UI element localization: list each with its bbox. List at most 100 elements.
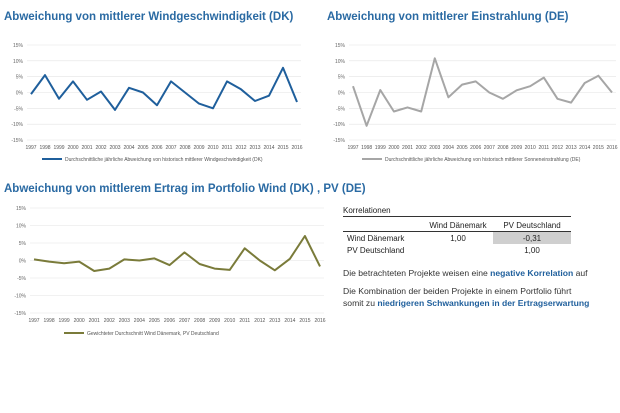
x-tick-label: 2010 — [525, 145, 536, 151]
x-tick-label: 2004 — [134, 318, 145, 324]
x-tick-label: 2011 — [222, 145, 233, 151]
y-tick-label: -5% — [14, 106, 23, 112]
x-tick-label: 2012 — [235, 145, 246, 151]
x-tick-label: 2012 — [254, 318, 265, 324]
x-tick-label: 2000 — [74, 318, 85, 324]
x-tick-label: 2009 — [209, 318, 220, 324]
x-tick-label: 2010 — [224, 318, 235, 324]
x-tick-label: 2001 — [89, 318, 100, 324]
x-tick-label: 2003 — [429, 145, 440, 151]
table-row: PV Deutschland 1,00 — [343, 244, 571, 256]
y-tick-label: -15% — [11, 138, 23, 144]
x-tick-label: 1997 — [25, 145, 36, 151]
x-tick-label: 2016 — [291, 145, 302, 151]
corr-header-wind: Wind Dänemark — [423, 219, 493, 232]
x-tick-label: 2016 — [606, 145, 617, 151]
x-tick-label: 1998 — [43, 318, 54, 324]
x-tick-label: 2001 — [402, 145, 413, 151]
x-tick-label: 2011 — [239, 318, 250, 324]
y-tick-label: 5% — [19, 241, 27, 247]
chart-title-portfolio: Abweichung von mittlerem Ertrag im Portf… — [4, 183, 366, 195]
y-tick-label: -15% — [333, 138, 345, 144]
x-tick-label: 1999 — [375, 145, 386, 151]
y-tick-label: 15% — [16, 206, 27, 212]
y-tick-label: 15% — [335, 43, 346, 49]
x-tick-label: 2002 — [95, 145, 106, 151]
correlation-heading: Korrelationen — [343, 206, 391, 215]
x-tick-label: 2006 — [470, 145, 481, 151]
x-tick-label: 2005 — [149, 318, 160, 324]
x-tick-label: 2014 — [284, 318, 295, 324]
y-tick-label: -10% — [14, 294, 26, 300]
note-highlight: niedrigeren Schwankungen in der Ertragse… — [377, 298, 590, 308]
note-highlight: negative Korrelation — [490, 268, 574, 278]
chart-title-dk: Abweichung von mittlerer Windgeschwindig… — [4, 11, 294, 23]
legend-label: Durchschnittliche jährliche Abweichung v… — [385, 157, 581, 163]
x-tick-label: 2015 — [593, 145, 604, 151]
x-tick-label: 2007 — [179, 318, 190, 324]
x-tick-label: 2009 — [193, 145, 204, 151]
x-tick-label: 2016 — [314, 318, 325, 324]
note-text: somit zu — [343, 298, 375, 308]
note-text: Die Kombination der beiden Projekte in e… — [343, 286, 572, 296]
legend-label: Durchschnittliche jährliche Abweichung v… — [65, 157, 263, 163]
x-tick-label: 1997 — [347, 145, 358, 151]
x-tick-label: 2005 — [137, 145, 148, 151]
x-tick-label: 2000 — [388, 145, 399, 151]
x-tick-label: 2004 — [443, 145, 454, 151]
y-tick-label: -10% — [11, 122, 23, 128]
chart-title-de: Abweichung von mittlerer Einstrahlung (D… — [327, 11, 569, 23]
x-tick-label: 2012 — [552, 145, 563, 151]
y-tick-label: -15% — [14, 311, 26, 317]
x-tick-label: 2014 — [263, 145, 274, 151]
x-tick-label: 2004 — [123, 145, 134, 151]
corr-header-blank — [343, 219, 423, 232]
x-tick-label: 1998 — [361, 145, 372, 151]
x-tick-label: 2008 — [194, 318, 205, 324]
y-tick-label: 15% — [13, 43, 24, 49]
x-tick-label: 2000 — [67, 145, 78, 151]
corr-header-pv: PV Deutschland — [493, 219, 571, 232]
y-tick-label: 10% — [335, 59, 346, 65]
corr-cell: 1,00 — [450, 233, 466, 243]
corr-cell: 1,00 — [524, 245, 540, 255]
y-tick-label: 10% — [16, 224, 27, 230]
correlation-rule — [343, 216, 571, 217]
x-tick-label: 2014 — [579, 145, 590, 151]
table-row: Wind Dänemark 1,00 -0,31 — [343, 231, 571, 244]
x-tick-label: 2003 — [119, 318, 130, 324]
note-text: auf — [575, 268, 588, 278]
y-tick-label: -10% — [333, 122, 345, 128]
x-tick-label: 2007 — [484, 145, 495, 151]
note-portfolio: Die Kombination der beiden Projekte in e… — [343, 285, 589, 309]
x-tick-label: 1998 — [39, 145, 50, 151]
note-text: Die betrachteten Projekte weisen eine — [343, 268, 488, 278]
x-tick-label: 2002 — [104, 318, 115, 324]
y-tick-label: -5% — [17, 276, 26, 282]
x-tick-label: 1999 — [53, 145, 64, 151]
x-tick-label: 2015 — [299, 318, 310, 324]
x-tick-label: 2003 — [109, 145, 120, 151]
x-tick-label: 2015 — [277, 145, 288, 151]
corr-row-label: PV Deutschland — [347, 245, 405, 255]
x-tick-label: 2010 — [207, 145, 218, 151]
corr-row-label: Wind Dänemark — [347, 233, 405, 243]
note-correlation: Die betrachteten Projekte weisen eine ne… — [343, 267, 588, 279]
x-tick-label: 2011 — [538, 145, 549, 151]
x-tick-label: 2008 — [179, 145, 190, 151]
x-tick-label: 2008 — [497, 145, 508, 151]
series-line — [30, 66, 298, 111]
series-line — [352, 57, 613, 127]
x-tick-label: 1999 — [59, 318, 70, 324]
y-tick-label: 5% — [16, 75, 24, 81]
y-tick-label: 5% — [338, 75, 346, 81]
x-tick-label: 2001 — [81, 145, 92, 151]
y-tick-label: -5% — [336, 106, 345, 112]
x-tick-label: 2006 — [164, 318, 175, 324]
x-tick-label: 2002 — [416, 145, 427, 151]
x-tick-label: 2013 — [249, 145, 260, 151]
y-tick-label: 10% — [13, 59, 24, 65]
x-tick-label: 2013 — [269, 318, 280, 324]
x-tick-label: 2005 — [456, 145, 467, 151]
